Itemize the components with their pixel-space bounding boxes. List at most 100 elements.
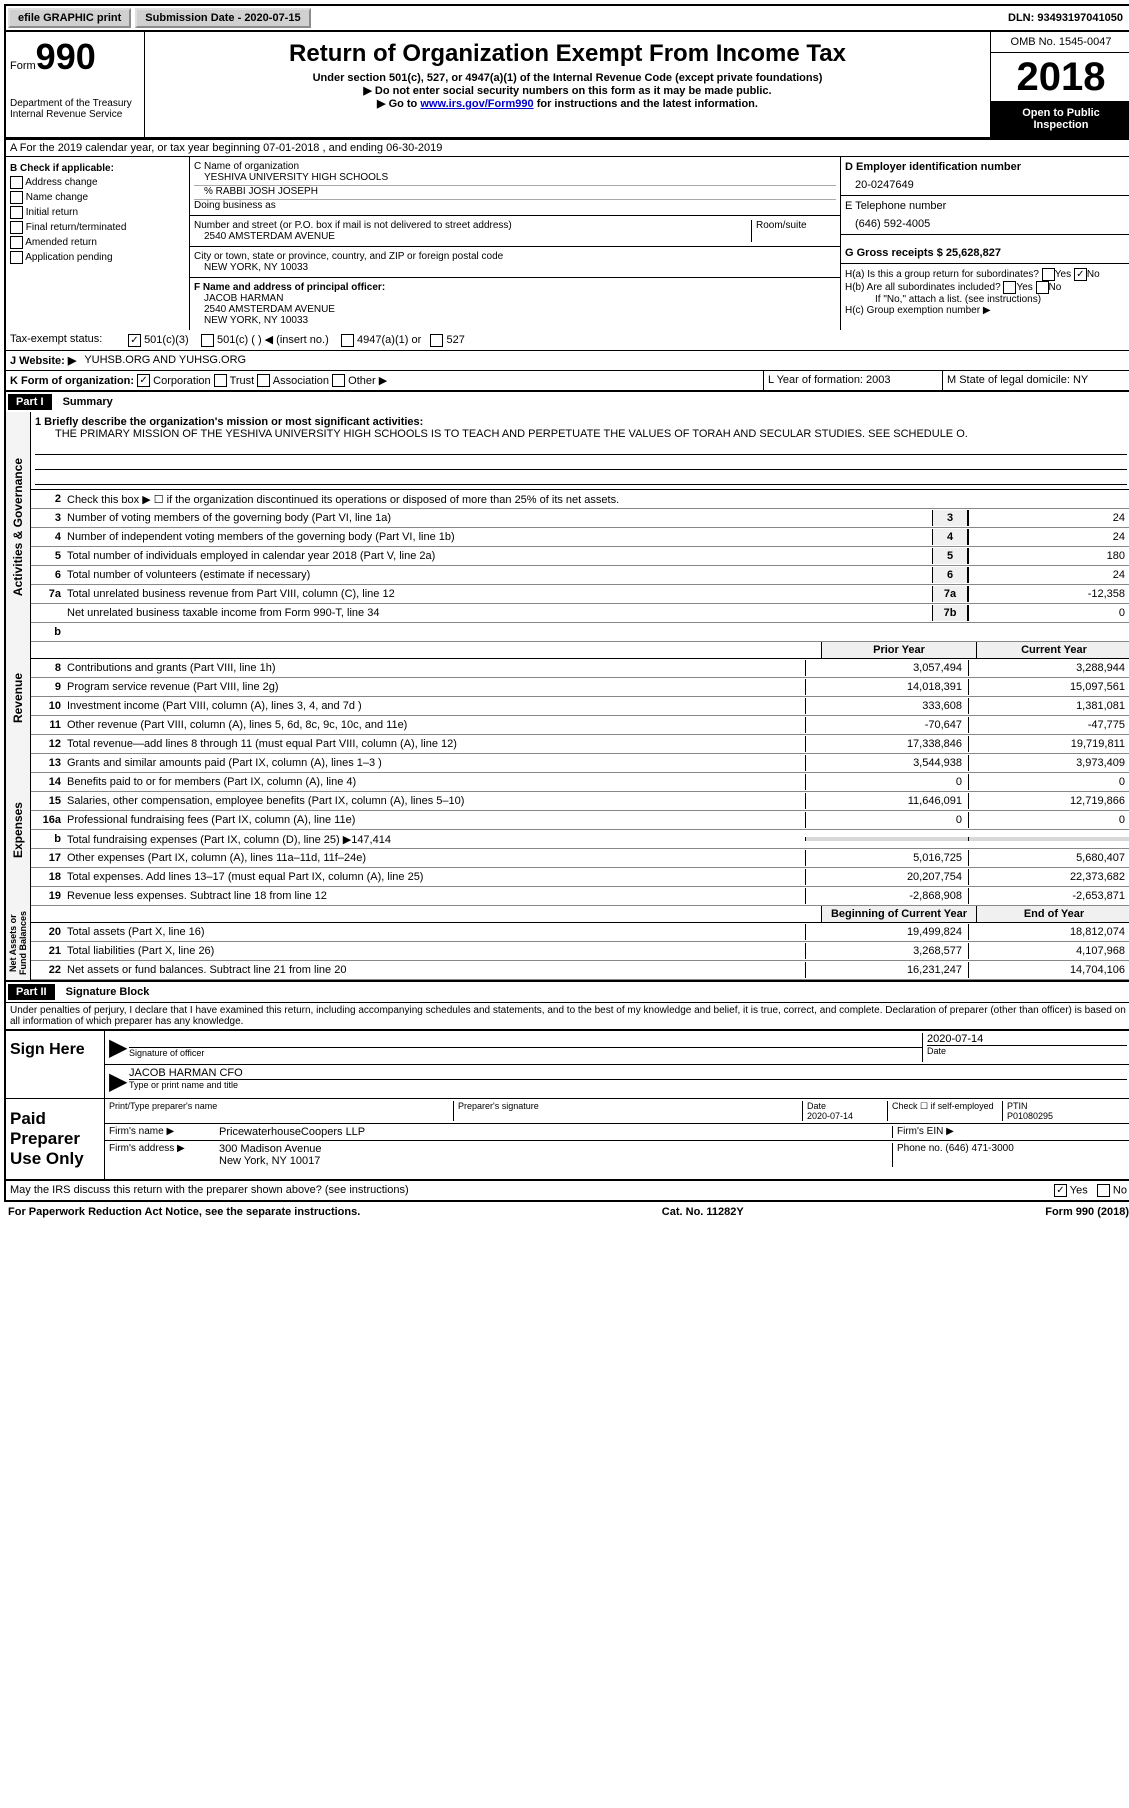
- chk-other[interactable]: [332, 374, 345, 387]
- efile-btn[interactable]: efile GRAPHIC print: [8, 8, 131, 28]
- col-c: C Name of organization YESHIVA UNIVERSIT…: [190, 157, 840, 330]
- firm-name-label: Firm's name ▶: [109, 1126, 219, 1138]
- line14-c: 0: [968, 774, 1129, 790]
- firm-addr-label: Firm's address ▶: [109, 1143, 219, 1167]
- line9-p: 14,018,391: [805, 679, 968, 695]
- omb-number: OMB No. 1545-0047: [991, 32, 1129, 53]
- gross-receipts: G Gross receipts $ 25,628,827: [841, 235, 1129, 264]
- part1-header-row: Part I Summary: [4, 392, 1129, 412]
- line20-p: 19,499,824: [805, 924, 968, 940]
- chk-discuss-yes[interactable]: ✓: [1054, 1184, 1067, 1197]
- line13-p: 3,544,938: [805, 755, 968, 771]
- form-label: Form990: [10, 36, 140, 78]
- website-row: J Website: ▶ YUHSB.ORG AND YUHSG.ORG: [4, 351, 1129, 371]
- chk-pending[interactable]: Application pending: [10, 251, 185, 264]
- part1-exp: Expenses 13Grants and similar amounts pa…: [4, 754, 1129, 906]
- firm-ein-label: Firm's EIN ▶: [892, 1126, 1127, 1138]
- hb: H(b) Are all subordinates included? Yes …: [845, 281, 1127, 294]
- prep-date: 2020-07-14: [807, 1111, 853, 1121]
- firm-addr1: 300 Madison Avenue: [219, 1143, 892, 1155]
- chk-4947[interactable]: [341, 334, 354, 347]
- chk-527[interactable]: [430, 334, 443, 347]
- ptin: P01080295: [1007, 1111, 1053, 1121]
- line21-c: 4,107,968: [968, 943, 1129, 959]
- line5-val: 180: [968, 548, 1129, 564]
- line22-c: 14,704,106: [968, 962, 1129, 978]
- chk-501c[interactable]: [201, 334, 214, 347]
- line19-p: -2,868,908: [805, 888, 968, 904]
- dba-label: Doing business as: [194, 199, 836, 211]
- officer-typed: JACOB HARMAN CFO: [129, 1067, 1127, 1079]
- line22-desc: Net assets or fund balances. Subtract li…: [63, 962, 805, 978]
- irs-link[interactable]: www.irs.gov/Form990: [420, 98, 533, 110]
- chk-discuss-no[interactable]: [1097, 1184, 1110, 1197]
- line9-desc: Program service revenue (Part VIII, line…: [63, 679, 805, 695]
- line14-desc: Benefits paid to or for members (Part IX…: [63, 774, 805, 790]
- hdr-end: End of Year: [976, 906, 1129, 922]
- mission-text: THE PRIMARY MISSION OF THE YESHIVA UNIVE…: [35, 428, 1127, 440]
- instr-1: ▶ Do not enter social security numbers o…: [149, 84, 986, 97]
- line8-desc: Contributions and grants (Part VIII, lin…: [63, 660, 805, 676]
- chk-address[interactable]: Address change: [10, 176, 185, 189]
- line16a-p: 0: [805, 812, 968, 828]
- line18-p: 20,207,754: [805, 869, 968, 885]
- side-ag: Activities & Governance: [11, 458, 25, 596]
- chk-initial[interactable]: Initial return: [10, 206, 185, 219]
- chk-trust[interactable]: [214, 374, 227, 387]
- line4-desc: Number of independent voting members of …: [63, 529, 932, 545]
- line6-val: 24: [968, 567, 1129, 583]
- date-label: Date: [927, 1045, 1127, 1056]
- open-inspection: Open to Public Inspection: [991, 101, 1129, 137]
- chk-final[interactable]: Final return/terminated: [10, 221, 185, 234]
- line11-c: -47,775: [968, 717, 1129, 733]
- chk-amended[interactable]: Amended return: [10, 236, 185, 249]
- line19-desc: Revenue less expenses. Subtract line 18 …: [63, 888, 805, 904]
- part1-label: Part I: [8, 394, 52, 410]
- chk-name[interactable]: Name change: [10, 191, 185, 204]
- line21-desc: Total liabilities (Part X, line 26): [63, 943, 805, 959]
- line10-desc: Investment income (Part VIII, column (A)…: [63, 698, 805, 714]
- row-a: A For the 2019 calendar year, or tax yea…: [4, 139, 1129, 157]
- line16a-c: 0: [968, 812, 1129, 828]
- prep-name-label: Print/Type preparer's name: [109, 1101, 453, 1121]
- chk-501c3[interactable]: ✓: [128, 334, 141, 347]
- sig-date: 2020-07-14: [927, 1033, 1127, 1045]
- line22-p: 16,231,247: [805, 962, 968, 978]
- part2-title: Signature Block: [58, 986, 150, 998]
- dept-label: Department of the Treasury Internal Reve…: [10, 98, 140, 120]
- top-bar: efile GRAPHIC print Submission Date - 20…: [4, 4, 1129, 32]
- line16b-desc: Total fundraising expenses (Part IX, col…: [63, 831, 805, 848]
- tax-year: 2018: [991, 53, 1129, 101]
- line17-c: 5,680,407: [968, 850, 1129, 866]
- chk-corp[interactable]: ✓: [137, 374, 150, 387]
- line11-desc: Other revenue (Part VIII, column (A), li…: [63, 717, 805, 733]
- ein: 20-0247649: [845, 173, 1127, 191]
- line19-c: -2,653,871: [968, 888, 1129, 904]
- penalty-text: Under penalties of perjury, I declare th…: [4, 1002, 1129, 1031]
- room-label: Room/suite: [751, 220, 836, 242]
- line6-desc: Total number of volunteers (estimate if …: [63, 567, 932, 583]
- tax-exempt-label: Tax-exempt status:: [6, 330, 124, 350]
- part1-title: Summary: [55, 396, 113, 408]
- hdr-current: Current Year: [976, 642, 1129, 658]
- addr-label: Number and street (or P.O. box if mail i…: [194, 220, 751, 231]
- form-subtitle: Under section 501(c), 527, or 4947(a)(1)…: [149, 72, 986, 84]
- paid-prep-label: Paid Preparer Use Only: [6, 1099, 105, 1179]
- year-formation: L Year of formation: 2003: [763, 371, 942, 391]
- line10-p: 333,608: [805, 698, 968, 714]
- org-name-label: C Name of organization: [194, 161, 836, 172]
- line21-p: 3,268,577: [805, 943, 968, 959]
- line15-p: 11,646,091: [805, 793, 968, 809]
- chk-assoc[interactable]: [257, 374, 270, 387]
- arrow-icon-2: ▶: [109, 1067, 129, 1096]
- sign-here-label: Sign Here: [6, 1031, 105, 1098]
- line17-p: 5,016,725: [805, 850, 968, 866]
- part1-ag: Activities & Governance 1 Briefly descri…: [4, 412, 1129, 642]
- line12-c: 19,719,811: [968, 736, 1129, 752]
- footer-mid: Cat. No. 11282Y: [662, 1206, 744, 1218]
- entity-block: B Check if applicable: Address change Na…: [4, 157, 1129, 330]
- city-label: City or town, state or province, country…: [194, 251, 836, 262]
- part2-header-row: Part II Signature Block: [4, 982, 1129, 1002]
- line2: Check this box ▶ ☐ if the organization d…: [63, 491, 1129, 508]
- submission-btn[interactable]: Submission Date - 2020-07-15: [135, 8, 310, 28]
